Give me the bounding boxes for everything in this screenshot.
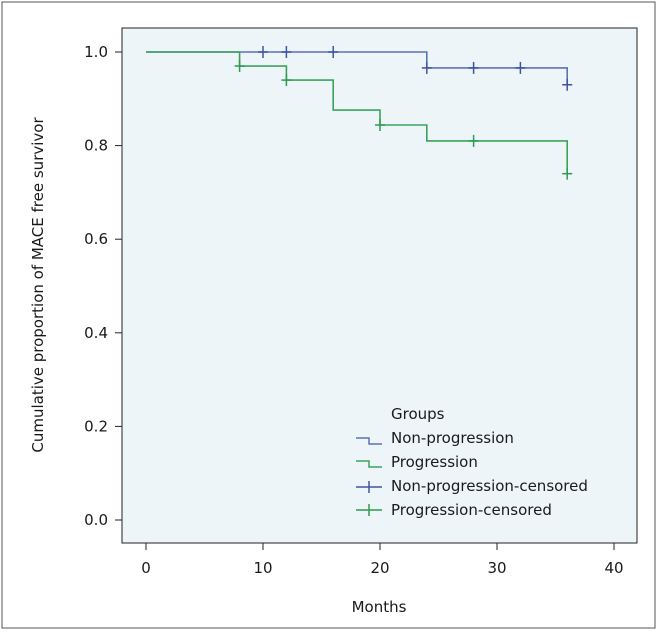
y-tick-label: 0.4 <box>84 324 108 342</box>
y-tick-label: 0.8 <box>84 137 108 155</box>
x-tick-label: 20 <box>370 559 389 577</box>
x-tick-label: 10 <box>253 559 272 577</box>
y-tick-label: 0.2 <box>84 417 108 435</box>
legend-label-non-progression: Non-progression <box>391 429 514 447</box>
legend-label-progression: Progression <box>391 453 478 471</box>
censor-mark <box>328 46 339 58</box>
censor-mark <box>281 46 292 58</box>
plot-area <box>121 27 638 544</box>
legend-label-progression-censored: Progression-censored <box>391 501 552 519</box>
y-axis-label: Cumulative proportion of MACE free survi… <box>29 117 47 453</box>
censor-mark <box>562 78 573 91</box>
legend: Groups Non-progression Progression Non-p… <box>356 405 588 519</box>
axes: 0 10 20 30 40 0.0 0.2 0.4 0.6 0.8 1.0 <box>84 43 623 577</box>
legend-title: Groups <box>391 405 445 423</box>
censor-mark <box>421 61 432 74</box>
censor-marks <box>234 46 573 180</box>
y-tick-label: 0.6 <box>84 230 108 248</box>
censor-mark <box>234 60 245 73</box>
censor-mark <box>468 134 479 147</box>
y-tick-label: 0.0 <box>84 511 108 529</box>
censor-mark <box>258 46 268 58</box>
censor-mark <box>468 61 479 74</box>
censor-mark <box>515 61 526 74</box>
legend-label-non-progression-censored: Non-progression-censored <box>391 477 588 495</box>
censor-mark <box>562 167 573 180</box>
legend-symbol-progression <box>356 460 382 468</box>
x-axis-label: Months <box>352 598 407 616</box>
censor-mark <box>281 74 292 87</box>
x-tick-label: 0 <box>141 559 151 577</box>
x-tick-label: 30 <box>487 559 506 577</box>
y-tick-label: 1.0 <box>84 43 108 61</box>
censor-mark <box>375 119 385 132</box>
legend-symbol-non-progression <box>356 437 382 445</box>
x-tick-label: 40 <box>604 559 623 577</box>
